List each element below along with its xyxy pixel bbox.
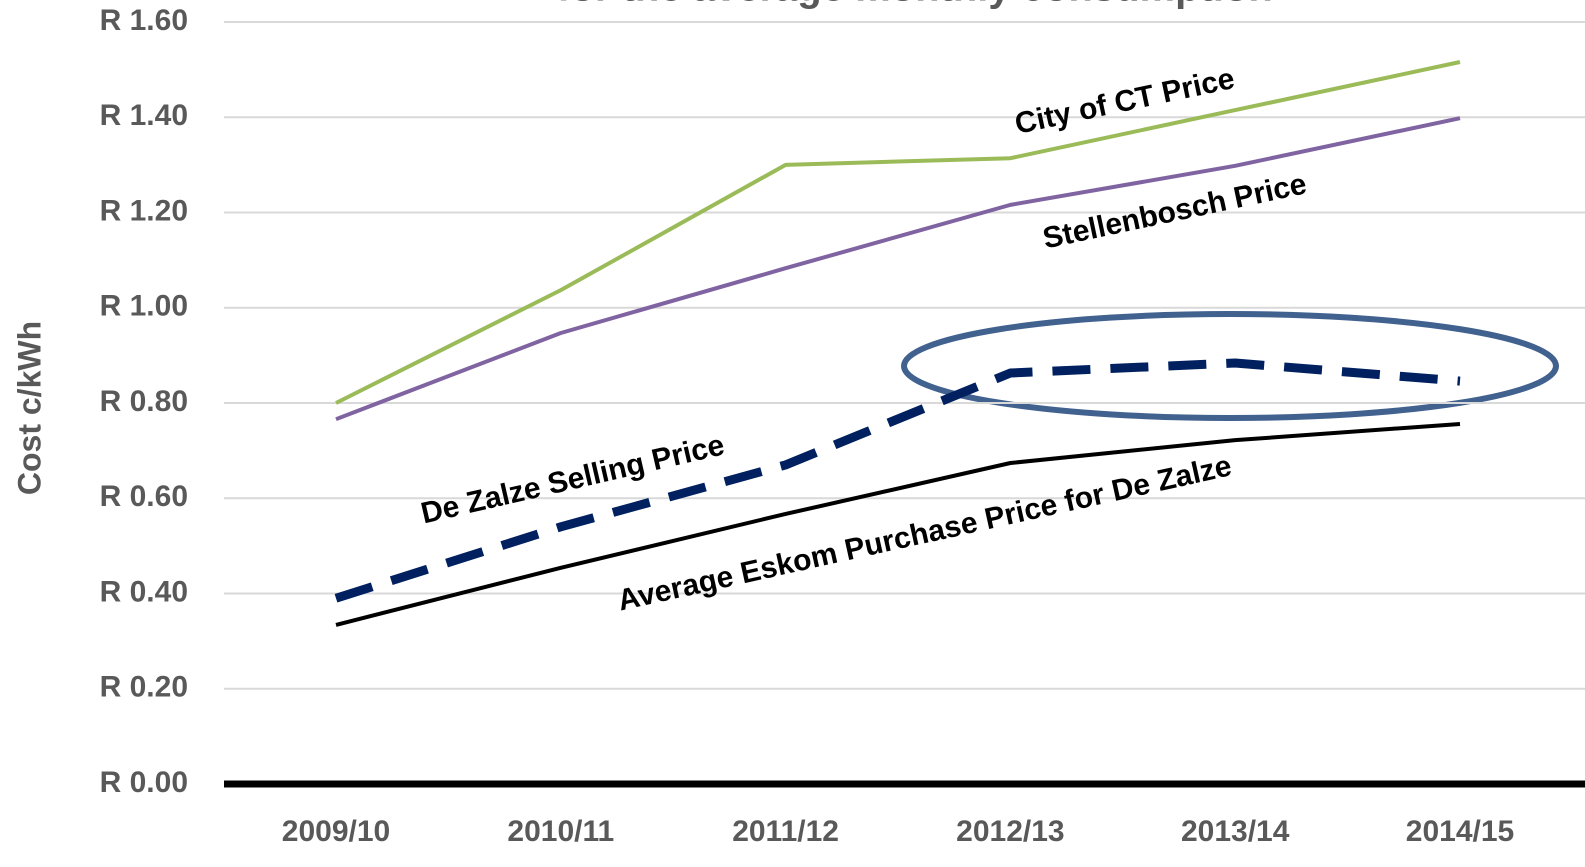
y-tick-label: R 0.00	[100, 766, 188, 799]
y-tick-label: R 1.20	[100, 194, 188, 227]
x-tick-label: 2014/15	[1406, 815, 1514, 848]
x-tick-label: 2012/13	[956, 815, 1064, 848]
y-tick-label: R 0.20	[100, 671, 188, 704]
y-axis-label: Cost c/kWh	[11, 321, 47, 495]
series-label: Stellenbosch Price	[1040, 167, 1309, 255]
x-tick-label: 2010/11	[507, 815, 614, 848]
x-tick-label: 2011/12	[732, 815, 839, 848]
highlight-ellipse	[901, 311, 1559, 421]
y-tick-label: R 0.40	[100, 575, 188, 608]
series-line	[335, 116, 1461, 422]
y-tick-label: R 0.60	[100, 480, 188, 513]
x-tick-label: 2009/10	[282, 815, 390, 848]
series-line	[335, 421, 1461, 627]
chart-title: for the average monthly consumption	[557, 0, 1273, 10]
series-label: City of CT Price	[1012, 62, 1237, 141]
y-tick-label: R 1.40	[100, 99, 188, 132]
series-line	[334, 358, 1461, 603]
y-tick-label: R 1.60	[100, 4, 188, 37]
series-line	[335, 60, 1461, 405]
y-tick-label: R 0.80	[100, 385, 188, 418]
y-tick-label: R 1.00	[100, 290, 188, 323]
series-label: De Zalze Selling Price	[418, 429, 728, 531]
x-tick-label: 2013/14	[1181, 815, 1290, 848]
